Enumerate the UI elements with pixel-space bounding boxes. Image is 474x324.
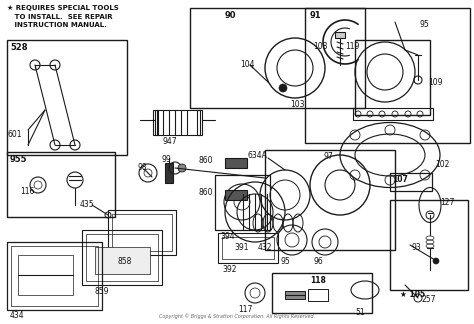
Text: 102: 102 [435, 160, 449, 169]
Circle shape [279, 84, 287, 92]
Bar [86, 234, 158, 281]
Text: 257: 257 [422, 295, 437, 304]
Bar [112, 214, 172, 251]
Text: 108: 108 [313, 42, 328, 51]
Text: 860: 860 [199, 188, 213, 197]
Bar [308, 289, 328, 301]
Text: 634A: 634A [248, 151, 268, 160]
Bar [225, 190, 247, 200]
Text: 103: 103 [290, 100, 304, 109]
Text: 116: 116 [20, 187, 35, 196]
Bar [218, 233, 278, 263]
Text: 96: 96 [313, 257, 323, 266]
Bar [225, 158, 247, 168]
Bar [95, 247, 150, 274]
Text: 109: 109 [428, 78, 443, 87]
Bar [335, 32, 345, 38]
Text: 392: 392 [223, 265, 237, 274]
Text: 955: 955 [10, 155, 27, 164]
Text: 117: 117 [238, 305, 252, 314]
Bar [7, 242, 102, 310]
Text: 93: 93 [412, 243, 422, 252]
Text: 97: 97 [323, 152, 333, 161]
Text: 858: 858 [118, 257, 132, 266]
Text: 51: 51 [355, 308, 365, 317]
Bar [305, 8, 470, 143]
Bar [390, 200, 468, 290]
Text: 91: 91 [310, 11, 322, 20]
Bar [190, 8, 365, 108]
Bar [82, 230, 162, 285]
Bar [265, 150, 395, 250]
Text: 435: 435 [80, 200, 95, 209]
Text: 859: 859 [95, 287, 109, 296]
Bar [272, 273, 372, 313]
Text: 947: 947 [163, 137, 177, 146]
Bar [222, 237, 274, 259]
Text: 528: 528 [10, 43, 27, 52]
Bar [353, 108, 433, 120]
Text: 391: 391 [235, 243, 249, 252]
Text: 394: 394 [220, 232, 235, 241]
Text: 90: 90 [225, 11, 237, 20]
Bar [215, 175, 270, 230]
Text: 95: 95 [280, 257, 290, 266]
Text: 98: 98 [138, 163, 147, 172]
Circle shape [433, 258, 439, 264]
Text: 601: 601 [8, 130, 22, 139]
Bar [355, 40, 430, 115]
Bar [165, 163, 173, 183]
Text: ★ REQUIRES SPECIAL TOOLS
   TO INSTALL.  SEE REPAIR
   INSTRUCTION MANUAL.: ★ REQUIRES SPECIAL TOOLS TO INSTALL. SEE… [7, 5, 119, 28]
Bar [108, 210, 176, 255]
Text: 95: 95 [420, 20, 430, 29]
Text: ★ 105: ★ 105 [401, 290, 426, 299]
Bar [153, 110, 158, 135]
Bar [11, 246, 98, 306]
Bar [7, 40, 127, 155]
Text: 432: 432 [258, 243, 272, 252]
Text: 104: 104 [240, 60, 255, 69]
Bar [390, 173, 432, 191]
Text: 119: 119 [345, 42, 359, 51]
Bar [197, 110, 202, 135]
Bar [18, 255, 73, 295]
Bar [7, 152, 115, 217]
Text: 434: 434 [10, 311, 25, 320]
Text: 107: 107 [392, 175, 408, 184]
Bar [285, 291, 305, 299]
Text: 118: 118 [310, 276, 326, 285]
Bar [155, 110, 200, 135]
Text: 860: 860 [199, 156, 213, 165]
Text: Copyright © Briggs & Stratton Corporation. All Rights Reserved.: Copyright © Briggs & Stratton Corporatio… [159, 313, 315, 319]
Text: 99: 99 [162, 155, 172, 164]
Circle shape [178, 164, 186, 172]
Text: 127: 127 [440, 198, 455, 207]
